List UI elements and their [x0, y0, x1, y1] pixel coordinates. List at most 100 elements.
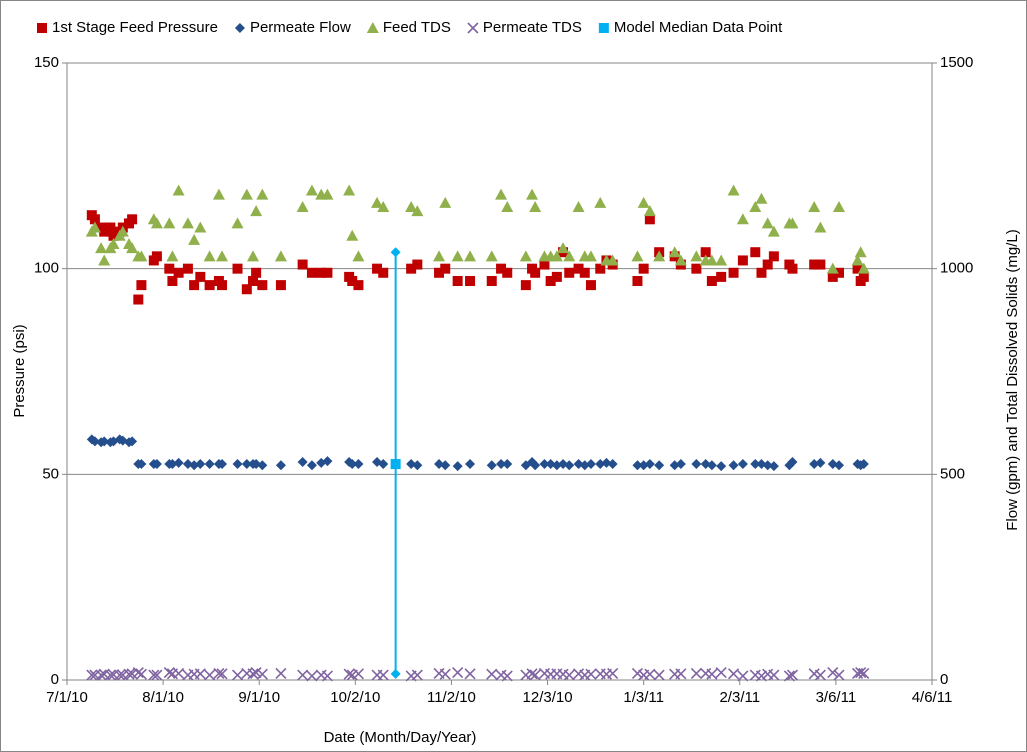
data-point — [296, 200, 309, 212]
legend-marker — [37, 23, 47, 33]
data-point — [607, 459, 618, 470]
data-point — [123, 668, 135, 680]
data-point — [136, 280, 147, 291]
data-point — [607, 667, 619, 679]
data-point — [858, 459, 869, 470]
data-point — [257, 460, 268, 471]
data-point — [584, 250, 597, 262]
data-point — [133, 294, 144, 305]
data-point — [195, 271, 206, 282]
data-point — [827, 667, 839, 679]
data-point — [539, 459, 550, 470]
data-point — [700, 247, 711, 258]
legend-label: Feed TDS — [383, 19, 451, 36]
data-point — [857, 262, 870, 274]
data-point — [737, 459, 748, 470]
data-point — [706, 668, 718, 680]
y-tick-label: 50 — [42, 465, 59, 482]
data-point — [163, 667, 175, 679]
data-point — [173, 667, 185, 679]
data-point — [216, 668, 228, 680]
x-tick-label: 1/3/11 — [623, 689, 664, 706]
data-point — [854, 246, 867, 258]
data-point — [728, 460, 739, 471]
data-point — [275, 460, 286, 471]
data-point — [88, 221, 101, 233]
data-point — [181, 217, 194, 229]
data-point — [585, 459, 596, 470]
data-point — [321, 670, 333, 682]
data-point — [114, 669, 126, 681]
data-point — [551, 271, 562, 282]
data-point — [412, 460, 423, 471]
data-point — [465, 276, 476, 287]
data-point — [858, 667, 870, 679]
data-point — [563, 250, 576, 262]
data-point — [256, 668, 268, 680]
x-tick-label: 3/6/11 — [816, 689, 857, 706]
data-point — [675, 459, 686, 470]
data-point — [352, 668, 364, 680]
x-axis-label: Date (Month/Day/Year) — [324, 729, 477, 746]
data-point — [585, 668, 597, 680]
data-point — [405, 200, 418, 212]
data-point — [808, 200, 821, 212]
data-point — [653, 669, 665, 681]
data-point — [502, 459, 513, 470]
data-point — [595, 263, 606, 274]
data-point — [631, 667, 644, 679]
data-point — [135, 668, 147, 680]
data-point — [815, 259, 826, 270]
data-point — [216, 250, 229, 262]
data-point — [150, 217, 163, 229]
data-point — [564, 267, 575, 278]
data-point — [194, 668, 206, 680]
x-tick-label: 2/3/11 — [719, 689, 760, 706]
data-point — [274, 250, 287, 262]
data-point — [163, 217, 176, 229]
data-point — [241, 459, 252, 470]
data-point — [195, 459, 206, 470]
data-point — [530, 460, 541, 471]
data-point — [833, 669, 845, 681]
data-point — [833, 460, 844, 471]
data-point — [786, 669, 799, 681]
data-point — [486, 276, 497, 287]
data-point — [715, 254, 728, 266]
data-point — [108, 230, 119, 241]
data-point — [136, 459, 147, 470]
data-point — [189, 280, 200, 291]
data-point — [632, 276, 643, 287]
data-point — [750, 247, 761, 258]
data-point — [550, 250, 563, 262]
data-point — [786, 217, 799, 229]
data-point — [579, 267, 590, 278]
data-point — [486, 460, 497, 471]
legend-marker — [366, 22, 379, 33]
data-point — [241, 284, 252, 295]
data-point — [833, 267, 844, 278]
data-point — [297, 456, 308, 467]
data-point — [464, 250, 477, 262]
data-point — [182, 263, 193, 274]
data-point — [151, 459, 162, 470]
x-tick-label: 11/2/10 — [427, 689, 476, 706]
data-point — [250, 205, 263, 217]
data-point — [761, 217, 774, 229]
data-point — [371, 196, 384, 208]
data-point — [247, 668, 259, 680]
data-point — [231, 669, 244, 681]
data-point — [257, 280, 268, 291]
data-point — [715, 667, 727, 679]
data-point — [204, 669, 216, 681]
data-point — [675, 668, 687, 680]
data-point — [166, 250, 179, 262]
data-point — [606, 254, 619, 266]
data-point — [750, 459, 761, 470]
data-point — [762, 460, 773, 471]
data-point — [644, 668, 656, 680]
data-point — [173, 267, 184, 278]
data-point — [643, 205, 656, 217]
